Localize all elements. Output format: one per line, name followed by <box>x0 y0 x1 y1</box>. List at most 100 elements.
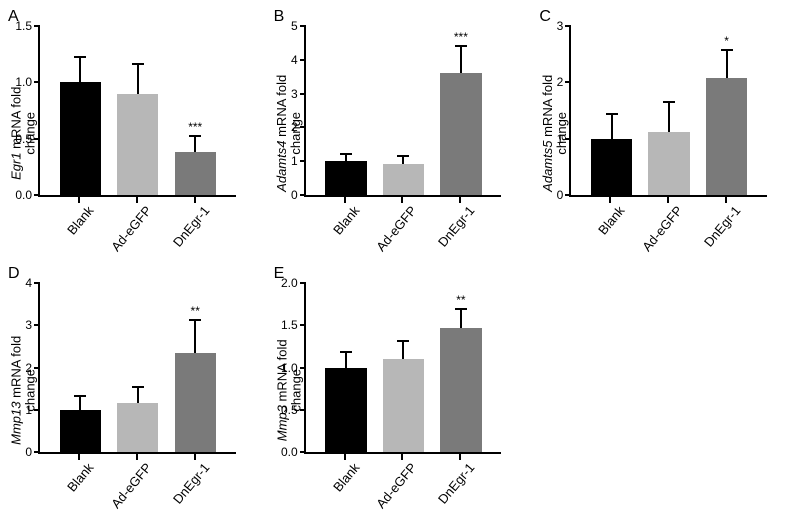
bar <box>440 328 481 452</box>
y-axis-label-wrap: Mmp3 mRNA foldchange <box>276 267 304 514</box>
x-tick-label: DnEgr-1 <box>701 203 744 250</box>
x-tick-label: Blank <box>595 203 627 238</box>
error-bar <box>460 45 462 74</box>
panel-letter: B <box>274 8 285 26</box>
error-bar <box>79 56 81 82</box>
x-tick <box>459 197 461 203</box>
error-bar <box>668 101 670 132</box>
bar <box>175 152 216 195</box>
panel-e: EMmp3 mRNA foldchange0.00.51.01.52.0**Bl… <box>276 267 522 514</box>
significance-marker: ** <box>456 293 465 307</box>
significance-marker: *** <box>188 120 202 134</box>
y-tick-label: 3 <box>291 87 298 101</box>
y-tick-label: 0 <box>291 188 298 202</box>
error-bar <box>726 49 728 78</box>
y-tick-label: 3 <box>557 19 564 33</box>
y-axis-label-wrap: Mmp13 mRNA foldchange <box>10 267 38 514</box>
bars-container: * <box>571 26 767 195</box>
panel-letter: D <box>8 265 20 283</box>
bar <box>706 78 747 195</box>
error-bar <box>402 340 404 359</box>
error-bar <box>137 63 139 93</box>
bar-group: * <box>706 26 747 195</box>
y-tick-label: 0.0 <box>15 188 32 202</box>
y-tick-label: 5 <box>291 19 298 33</box>
bar-group <box>383 283 424 452</box>
y-tick-label: 4 <box>25 276 32 290</box>
x-tick <box>194 197 196 203</box>
bar <box>60 410 101 452</box>
error-bar <box>460 308 462 327</box>
y-tick-label: 1 <box>557 132 564 146</box>
bar-group <box>60 26 101 195</box>
y-tick-label: 0 <box>25 445 32 459</box>
error-bar <box>194 319 196 353</box>
significance-marker: *** <box>454 30 468 44</box>
x-tick-label: DnEgr-1 <box>435 460 478 507</box>
bar-group <box>648 26 689 195</box>
error-bar <box>194 135 196 152</box>
y-tick-label: 1.0 <box>15 75 32 89</box>
y-tick-label: 1 <box>291 154 298 168</box>
panel-b: BAdamts4 mRNA foldchange012345***BlankAd… <box>276 10 522 257</box>
bar <box>383 164 424 195</box>
bar-group <box>591 26 632 195</box>
x-tick-label: DnEgr-1 <box>170 460 213 507</box>
y-tick-label: 1 <box>25 403 32 417</box>
x-tick <box>725 197 727 203</box>
bar <box>117 94 158 195</box>
bar <box>325 161 366 195</box>
y-tick-label: 2 <box>557 75 564 89</box>
x-tick-label: Ad-eGFP <box>108 460 154 511</box>
error-bar <box>345 351 347 368</box>
bar <box>440 73 481 195</box>
bar <box>383 359 424 452</box>
plot-wrap: 0.00.51.01.5*** Blank Ad-eGFP DnEgr-1 <box>38 10 256 257</box>
y-tick-label: 2 <box>25 361 32 375</box>
x-tick-label: Blank <box>64 460 96 495</box>
x-tick <box>344 454 346 460</box>
x-tick <box>459 454 461 460</box>
plot-area: 012345*** <box>304 26 502 197</box>
panel-letter: C <box>539 8 551 26</box>
bar <box>591 139 632 195</box>
error-bar <box>79 395 81 410</box>
x-tick-label: Ad-eGFP <box>374 460 420 511</box>
x-tick-label: Blank <box>64 203 96 238</box>
y-tick-label: 0.5 <box>15 132 32 146</box>
error-bar <box>345 153 347 161</box>
bar <box>117 403 158 452</box>
y-tick-label: 0.5 <box>281 403 298 417</box>
x-tick <box>344 197 346 203</box>
y-tick-label: 0.0 <box>281 445 298 459</box>
bar-group <box>325 283 366 452</box>
plot-wrap: 012345***BlankAd-eGFPDnEgr-1 <box>304 10 522 257</box>
x-tick <box>78 197 80 203</box>
x-tick-label: Blank <box>330 460 362 495</box>
x-tick <box>78 454 80 460</box>
bar-group <box>60 283 101 452</box>
x-tick-row: Blank Ad-eGFP DnEgr-1 <box>38 454 236 514</box>
x-tick-label: Ad-eGFP <box>374 203 420 254</box>
plot-area: 01234** <box>38 283 236 454</box>
bars-container: ** <box>40 283 236 452</box>
error-bar <box>137 386 139 404</box>
y-tick-label: 2.0 <box>281 276 298 290</box>
y-axis-label: Mmp3 mRNA foldchange <box>275 340 304 442</box>
x-tick <box>194 454 196 460</box>
bar <box>60 82 101 195</box>
y-tick-label: 1.5 <box>15 19 32 33</box>
significance-marker: * <box>724 34 729 48</box>
figure-grid: AEgr1 mRNA foldchange0.00.51.01.5***Blan… <box>10 10 787 514</box>
plot-area: 0.00.51.01.5*** <box>38 26 236 197</box>
bar-group: *** <box>440 26 481 195</box>
x-tick-row: Blank Ad-eGFP DnEgr-1 <box>304 454 502 514</box>
x-tick <box>609 197 611 203</box>
x-tick <box>401 454 403 460</box>
x-tick-label: Ad-eGFP <box>108 203 154 254</box>
x-tick-label: Ad-eGFP <box>639 203 685 254</box>
y-tick-label: 4 <box>291 53 298 67</box>
y-tick-label: 2 <box>291 120 298 134</box>
x-tick-label: DnEgr-1 <box>170 203 213 250</box>
y-axis-label-wrap: Adamts5 mRNA foldchange <box>541 10 569 257</box>
